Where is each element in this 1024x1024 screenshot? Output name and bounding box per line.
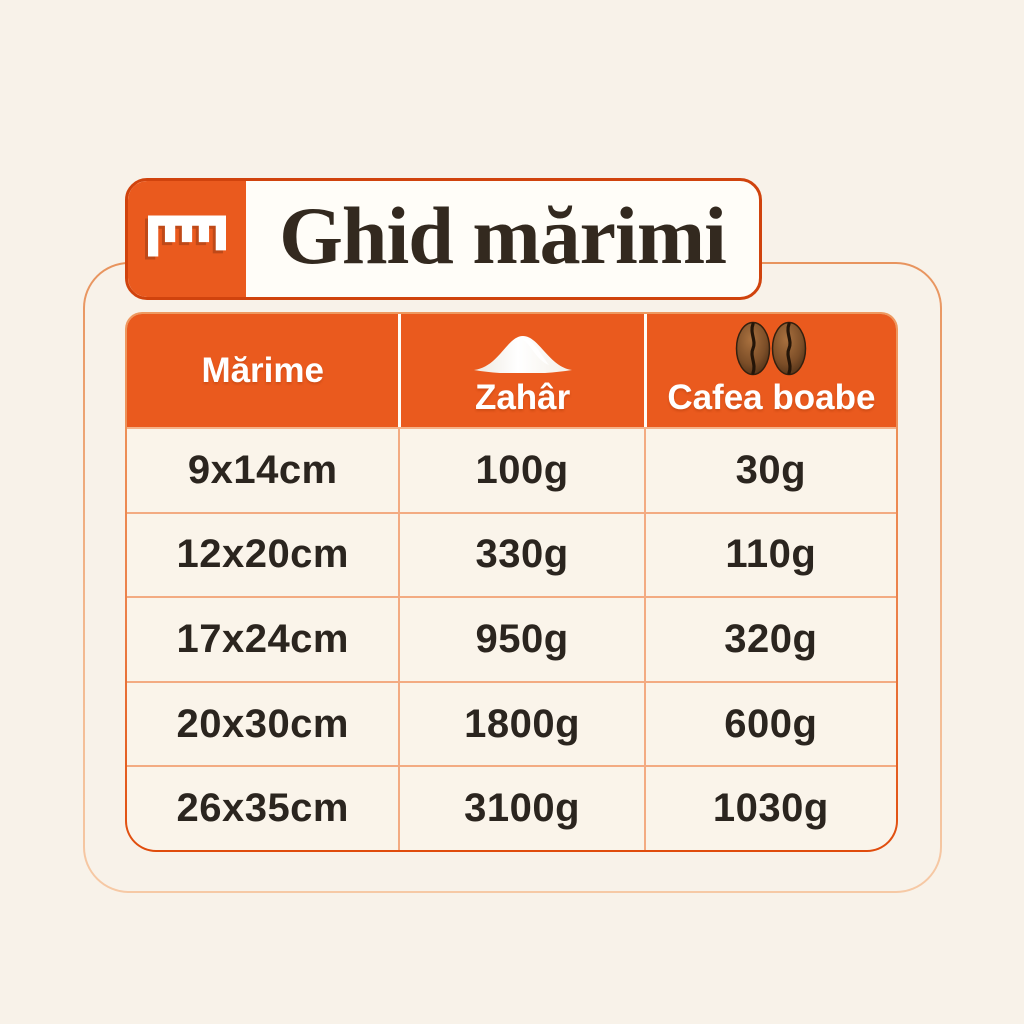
column-header-zahar: Zahâr [398, 314, 643, 427]
sugar-pile-icon [471, 329, 575, 373]
column-header-label: Mărime [201, 351, 324, 390]
sugar-cell: 100g [398, 429, 643, 512]
table-row: 26x35cm 3100g 1030g [127, 765, 896, 850]
coffee-cell: 30g [643, 429, 896, 512]
coffee-beans-icon [735, 321, 807, 376]
column-header-label: Cafea boabe [667, 378, 876, 417]
size-cell: 26x35cm [176, 786, 349, 831]
size-guide-table: Mărime [125, 312, 898, 852]
table-row: 17x24cm 950g 320g [127, 596, 896, 681]
table-body: 9x14cm 100g 30g 12x20cm 330g 110g 17x24c… [127, 427, 896, 850]
title-icon-block [128, 181, 246, 297]
coffee-cell: 110g [643, 513, 896, 597]
size-cell: 12x20cm [176, 532, 349, 577]
size-cell: 17x24cm [176, 616, 349, 661]
coffee-cell: 600g [643, 682, 896, 766]
coffee-cell: 320g [643, 598, 896, 681]
table-row: 20x30cm 1800g 600g [127, 680, 896, 766]
coffee-cell: 1030g [643, 767, 896, 850]
ruler-icon [148, 214, 226, 264]
column-header-cafea: Cafea boabe [643, 314, 896, 427]
table-row: 9x14cm 100g 30g [127, 427, 896, 512]
column-header-marime: Mărime [127, 314, 398, 427]
size-cell: 20x30cm [176, 701, 349, 746]
table-header-row: Mărime [127, 314, 896, 427]
sugar-cell: 330g [398, 513, 643, 597]
sugar-cell: 950g [398, 598, 643, 681]
sugar-cell: 3100g [398, 767, 643, 850]
title-card: Ghid mărimi [125, 178, 762, 300]
size-cell: 9x14cm [187, 447, 338, 492]
page-title: Ghid mărimi [279, 190, 727, 281]
column-header-label: Zahâr [474, 378, 571, 417]
table-row: 12x20cm 330g 110g [127, 511, 896, 597]
sugar-cell: 1800g [398, 682, 643, 766]
